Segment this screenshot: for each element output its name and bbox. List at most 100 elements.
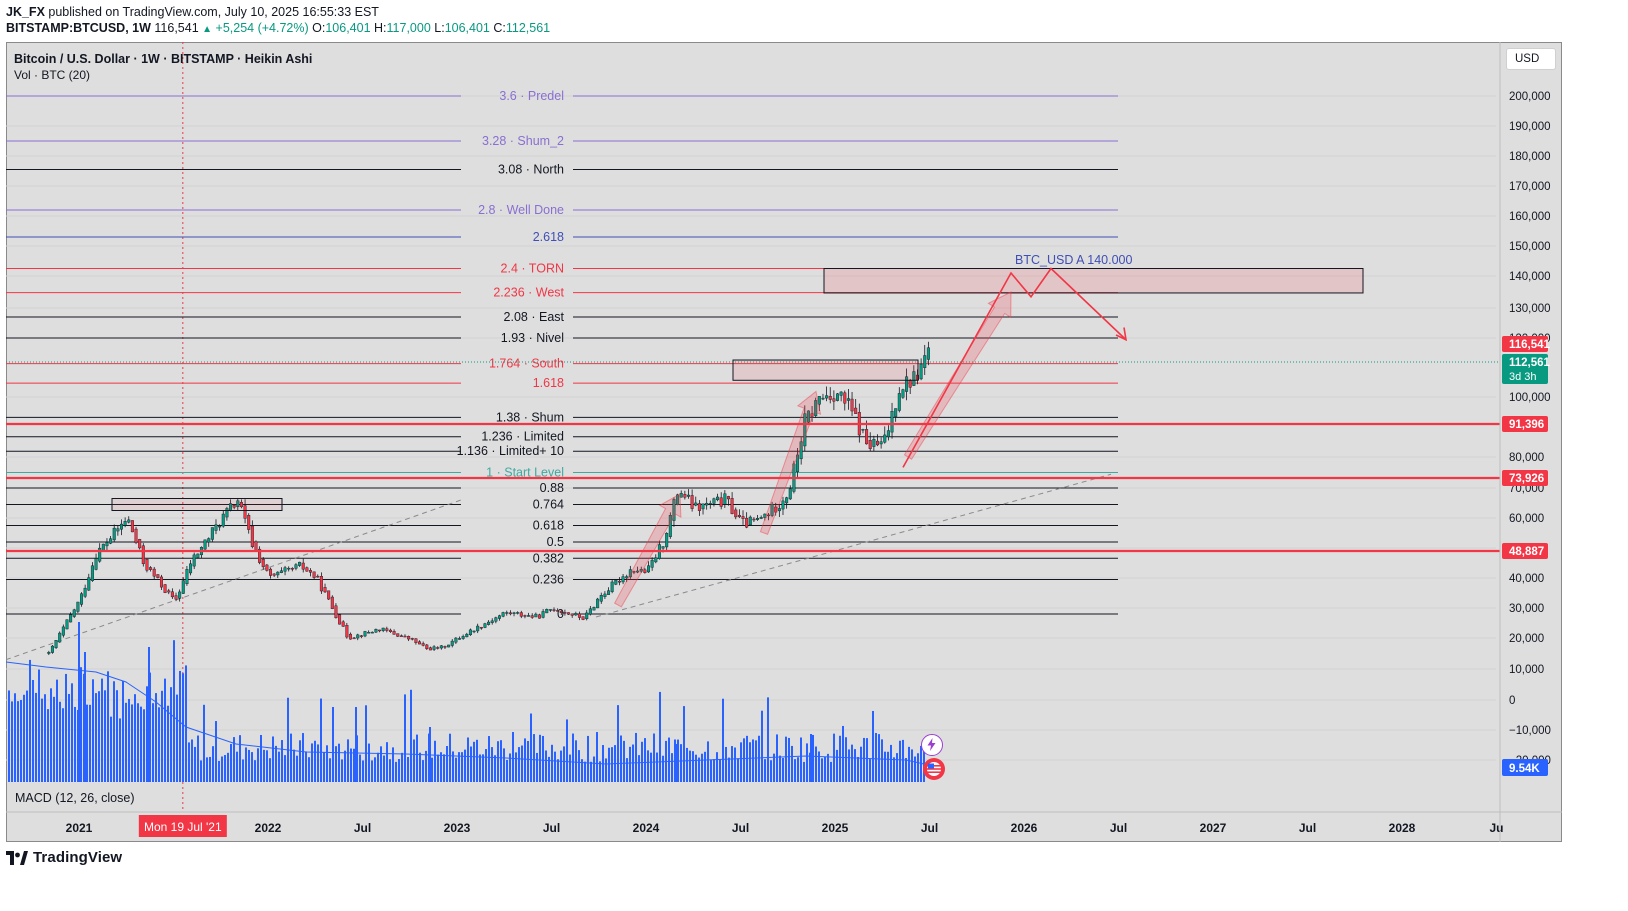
volume-bar (587, 735, 589, 782)
volume-bar (719, 759, 721, 782)
volume-bar (148, 647, 150, 782)
volume-bar (371, 760, 373, 782)
price-chart[interactable]: 3.6 · Predel 3.28 · Shum_2 3.08 · North 2.8… (6, 42, 1562, 842)
volume-bar (359, 754, 361, 782)
volume-bar (293, 749, 295, 782)
volume-bar (464, 749, 466, 782)
volume-bar (557, 759, 559, 782)
volume-bar (131, 704, 133, 782)
volume-bar (824, 756, 826, 782)
author-name[interactable]: JK_FX (6, 5, 45, 19)
volume-bar (251, 752, 253, 782)
candle-body (905, 376, 909, 392)
candle-body (567, 612, 571, 615)
volume-bar (95, 693, 97, 782)
volume-bar (185, 665, 187, 782)
volume-bar (92, 679, 94, 782)
volume-bar (443, 754, 445, 782)
volume-bar (461, 752, 463, 782)
tradingview-logo[interactable]: TradingView (6, 849, 122, 866)
volume-bar (818, 751, 820, 782)
candle-body (559, 610, 563, 613)
macd-indicator-label[interactable]: MACD (12, 26, close) (15, 791, 135, 805)
volume-bar (14, 693, 16, 782)
volume-bar (872, 710, 874, 782)
volume-bar (512, 732, 514, 782)
volume-bar (227, 752, 229, 782)
candle-body (341, 621, 345, 627)
volume-bar (710, 759, 712, 782)
candle-body (316, 575, 320, 578)
candle-body (123, 521, 127, 526)
volume-bar (803, 761, 805, 782)
candle-body (886, 430, 890, 437)
lightning-icon[interactable] (921, 734, 943, 756)
volume-bar (401, 752, 403, 782)
symbol-label[interactable]: BITSTAMP:BTCUSD, 1W (6, 21, 151, 35)
volume-bar (545, 750, 547, 782)
candle-body (523, 615, 527, 617)
candle-body (461, 636, 465, 639)
volume-bar (50, 688, 52, 782)
volume-bar (467, 737, 469, 782)
volume-bar (158, 707, 160, 782)
volume-bar (230, 744, 232, 782)
candle-body (465, 633, 469, 638)
candle-body (636, 570, 640, 573)
candle-body (803, 413, 807, 447)
price-tick-label: 180,000 (1509, 151, 1551, 163)
candle-body (556, 610, 560, 612)
volume-bar (908, 746, 910, 782)
candle-body (301, 562, 305, 570)
candle-body (781, 500, 785, 510)
candle-body (265, 564, 269, 571)
candle-body (443, 646, 447, 648)
price-tick-label: 160,000 (1509, 211, 1551, 223)
volume-bar (638, 755, 640, 782)
candle-body (109, 538, 113, 544)
us-flag-icon[interactable] (923, 758, 945, 780)
candle-body (617, 580, 621, 583)
candle-body (192, 554, 196, 567)
fib-level-label: 2.8 · Well Done (478, 203, 564, 217)
candle-body (603, 593, 607, 597)
candle-body (61, 626, 65, 636)
candle-body (875, 440, 879, 446)
volume-bar (890, 744, 892, 782)
candle-body (926, 347, 930, 360)
volume-bar (743, 738, 745, 782)
candle-body (221, 513, 225, 527)
candle-body (170, 591, 174, 598)
resistance-zone (111, 498, 283, 511)
chart-title[interactable]: Bitcoin / U.S. Dollar · 1W · BITSTAMP · … (14, 52, 313, 66)
volume-bar (269, 758, 271, 782)
volume-bar (137, 703, 139, 782)
projection-line (902, 267, 1127, 468)
volume-bar (17, 701, 19, 782)
volume-bar (398, 759, 400, 782)
candle-body (308, 570, 312, 573)
crosshair-time-badge (138, 815, 227, 837)
volume-bar (782, 757, 784, 782)
candle-body (178, 591, 182, 599)
volume-bar (335, 746, 337, 782)
volume-bar (701, 753, 703, 782)
chart-frame[interactable] (6, 42, 1562, 842)
price-badge-label: 112,561 (1509, 357, 1551, 369)
volume-bar (791, 745, 793, 782)
low-value: 106,401 (444, 21, 490, 35)
candle-body (94, 558, 98, 570)
volume-bar (305, 751, 307, 782)
candle-body (327, 590, 331, 600)
volume-bar (692, 751, 694, 782)
volume-bar (206, 757, 208, 782)
candle-body (730, 498, 734, 514)
volume-bar (554, 751, 556, 782)
volume-indicator-label[interactable]: Vol · BTC (20) (14, 68, 91, 82)
volume-bar (785, 736, 787, 782)
volume-bar (38, 669, 40, 782)
fib-level-label: 0.764 (533, 498, 564, 512)
candle-body (152, 568, 156, 577)
price-badge-timer: 3d 3h (1509, 371, 1537, 383)
currency-button[interactable]: USD (1506, 48, 1556, 70)
